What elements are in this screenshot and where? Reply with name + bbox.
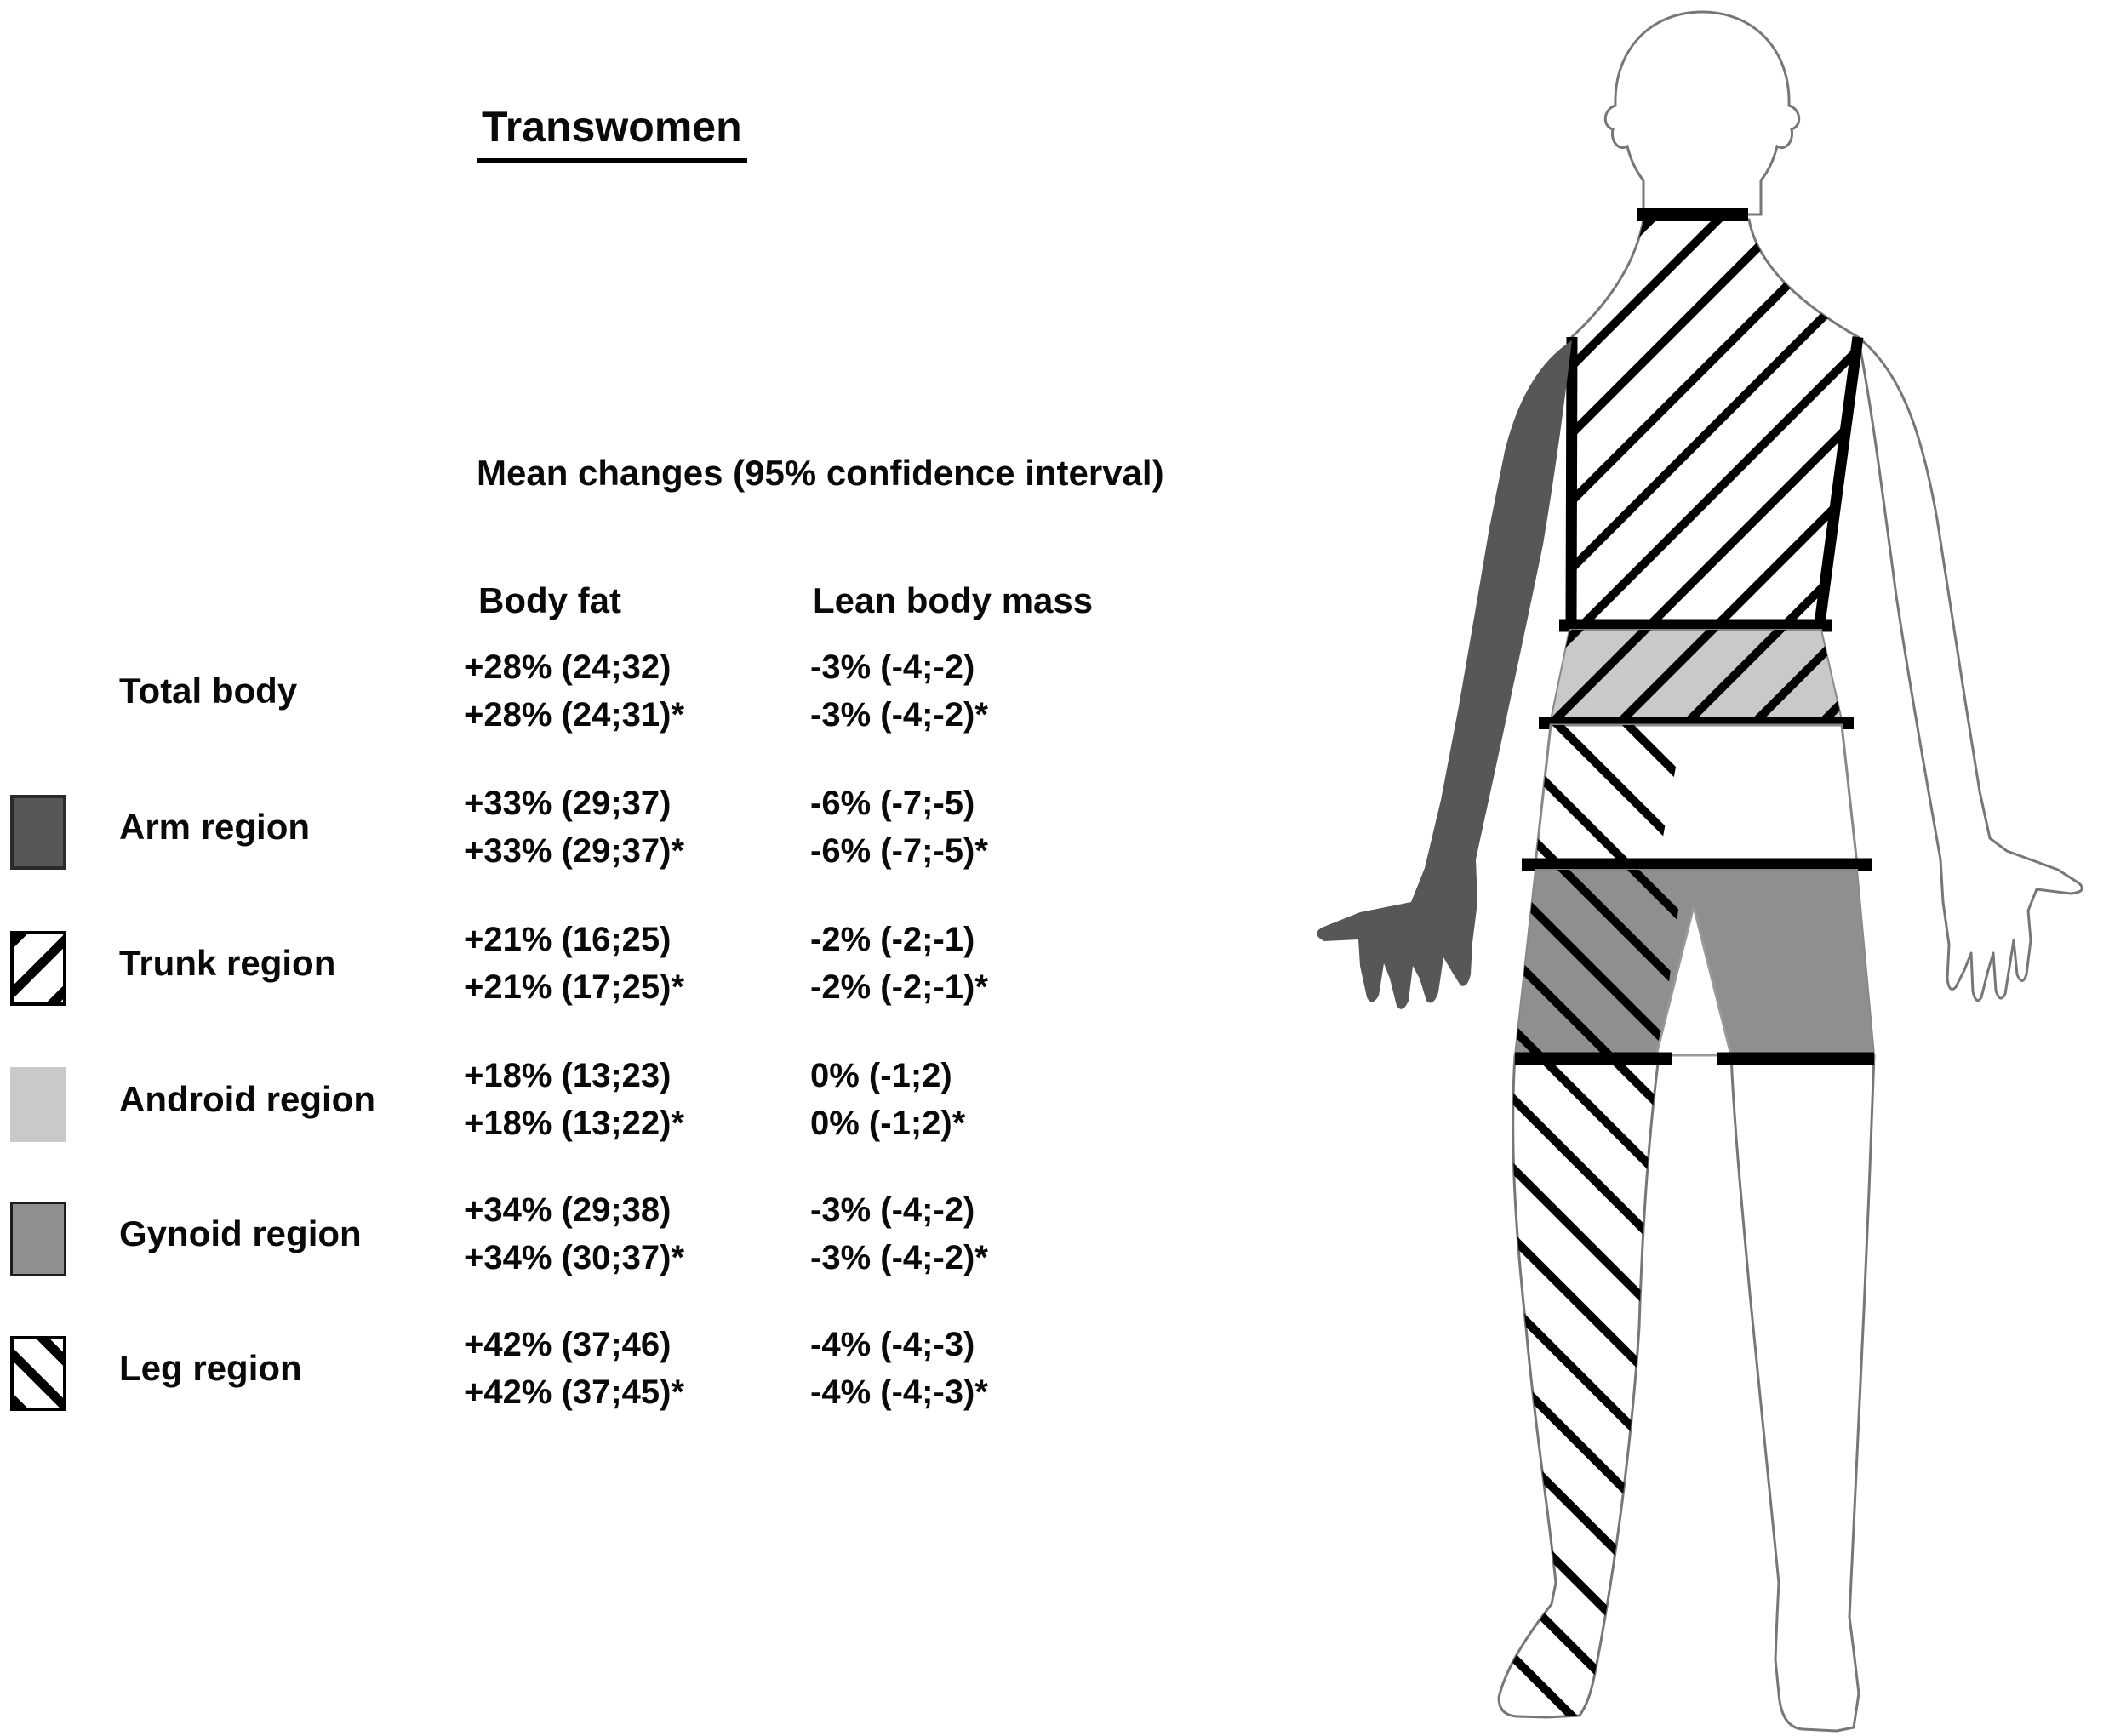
left-leg-region <box>1497 1054 1660 1719</box>
legend-swatch-arm-region <box>10 795 66 870</box>
body-fat-values: +28% (24;32) +28% (24;31)* <box>464 648 685 734</box>
head-outline <box>1603 10 1801 216</box>
crotch-gap <box>1655 905 1733 1057</box>
gynoid-region <box>1513 858 1876 1065</box>
body-diagram <box>1317 10 2083 1733</box>
table-row-gynoid-region: Gynoid region +34% (29;38) +34% (30;37)* … <box>0 1186 1209 1297</box>
trunk-region <box>1565 218 1864 625</box>
legend-swatch-leg-region <box>10 1336 66 1411</box>
android-region <box>1539 629 1854 729</box>
neck-cut-line <box>1637 208 1748 221</box>
table-row-total-body: Total body +28% (24;32) +28% (24;31)* -3%… <box>0 643 1209 754</box>
gynoid-left-hatch <box>1515 870 1683 1055</box>
lean-mass-values: -3% (-4;-2) -3% (-4;-2)* <box>810 648 988 734</box>
table-header: Mean changes (95% confidence interval) <box>477 453 1164 493</box>
right-leg-outline <box>1729 1054 1876 1733</box>
lean-mass-values: -6% (-7;-5) -6% (-7;-5)* <box>810 785 988 870</box>
row-label: Leg region <box>119 1348 302 1388</box>
trunk-left-border <box>1565 336 1578 625</box>
lean-mass-values: 0% (-1;2) 0% (-1;2)* <box>810 1057 966 1142</box>
body-fat-values: +18% (13;23) +18% (13;22)* <box>464 1057 685 1142</box>
legend-swatch-android-region <box>10 1067 66 1142</box>
row-label: Android region <box>119 1079 375 1119</box>
row-label: Arm region <box>119 807 311 847</box>
lean-mass-values: -2% (-2;-1) -2% (-2;-1)* <box>810 921 988 1006</box>
body-fat-values: +42% (37;46) +42% (37;45)* <box>464 1326 685 1411</box>
legend-swatch-trunk-region <box>10 931 66 1006</box>
row-label: Total body <box>119 671 298 711</box>
body-fat-values: +33% (29;37) +33% (29;37)* <box>464 785 685 870</box>
body-fat-values: +34% (29;38) +34% (30;37)* <box>464 1191 685 1276</box>
hip-band <box>1534 723 1859 866</box>
row-label: Gynoid region <box>119 1213 362 1253</box>
body-fat-values: +21% (16;25) +21% (17;25)* <box>464 921 685 1006</box>
trunk-right-border <box>1814 336 1864 625</box>
android-hatch <box>1551 630 1842 720</box>
arm-region-dark <box>1317 340 1572 1009</box>
legend-swatch-gynoid-region <box>10 1202 66 1276</box>
lean-mass-values: -3% (-4;-2) -3% (-4;-2)* <box>810 1191 988 1276</box>
column-header-lean-body-mass: Lean body mass <box>813 580 1094 620</box>
table-row-trunk-region: Trunk region +21% (16;25) +21% (17;25)* -… <box>0 916 1209 1026</box>
hip-left-hatch <box>1535 725 1683 865</box>
lean-mass-values: -4% (-4;-3) -4% (-4;-3)* <box>810 1326 988 1411</box>
figure-title: Transwomen <box>477 102 747 163</box>
row-label: Trunk region <box>119 943 336 983</box>
right-arm-outline <box>1856 335 2083 1002</box>
table-row-android-region: Android region +18% (13;23) +18% (13;22)*… <box>0 1052 1209 1162</box>
table-row-leg-region: Leg region +42% (37;46) +42% (37;45)* -4%… <box>0 1321 1209 1431</box>
table-row-arm-region: Arm region +33% (29;37) +33% (29;37)* -6%… <box>0 779 1209 890</box>
column-header-body-fat: Body fat <box>478 580 621 620</box>
